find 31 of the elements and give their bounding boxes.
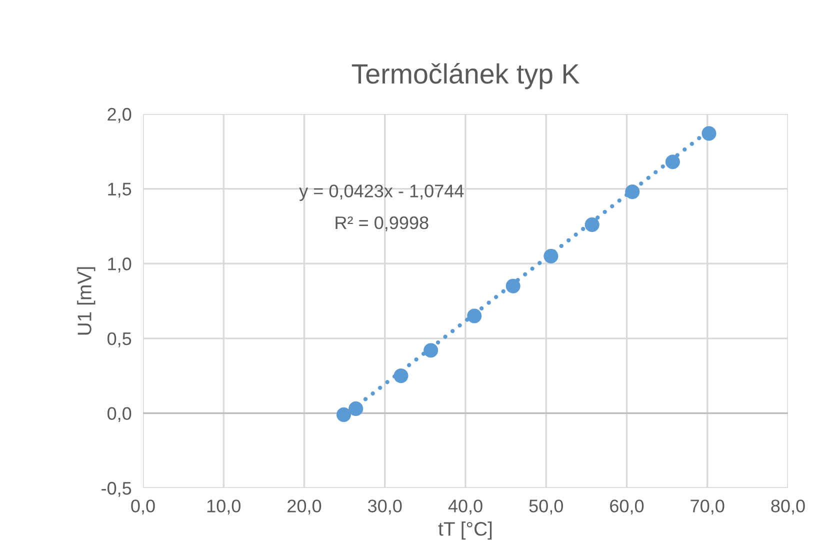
x-tick-label: 20,0 xyxy=(288,500,322,515)
x-axis-title: tT [°C] xyxy=(438,522,492,540)
x-tick-label: 50,0 xyxy=(529,500,563,515)
point xyxy=(467,308,482,324)
y-axis-title: U1 [mV] xyxy=(77,267,96,335)
point xyxy=(702,126,716,141)
y-tick-label: 1,0 xyxy=(108,258,132,272)
x-tick-label: 30,0 xyxy=(368,500,402,515)
x-tick-label: 80,0 xyxy=(771,500,805,515)
y-tick-label: 0,0 xyxy=(107,407,132,422)
point xyxy=(348,401,364,416)
x-tick-label: 70,0 xyxy=(690,500,724,515)
x-tick-label: 10,0 xyxy=(207,500,240,515)
point xyxy=(394,368,408,384)
point xyxy=(506,278,520,294)
x-tick-label: 0,0 xyxy=(131,500,155,515)
x-tick-label: 40,0 xyxy=(448,500,482,515)
annotation: y = 0,0423x - 1,0744 xyxy=(299,184,464,201)
y-tick-label: 2,0 xyxy=(108,108,132,123)
x-tick-label: 60,0 xyxy=(610,500,644,515)
point xyxy=(544,248,558,264)
y-tick-label: -0,5 xyxy=(102,482,132,497)
chart-title: Termočlánek typ K xyxy=(352,62,580,90)
annotation: R² = 0,9998 xyxy=(336,216,428,232)
point xyxy=(665,154,680,170)
y-tick-label: 0,5 xyxy=(107,332,132,348)
point xyxy=(584,217,600,232)
point xyxy=(625,184,640,200)
point xyxy=(424,343,438,358)
y-tick-label: 1,5 xyxy=(108,182,132,198)
point xyxy=(336,407,352,422)
